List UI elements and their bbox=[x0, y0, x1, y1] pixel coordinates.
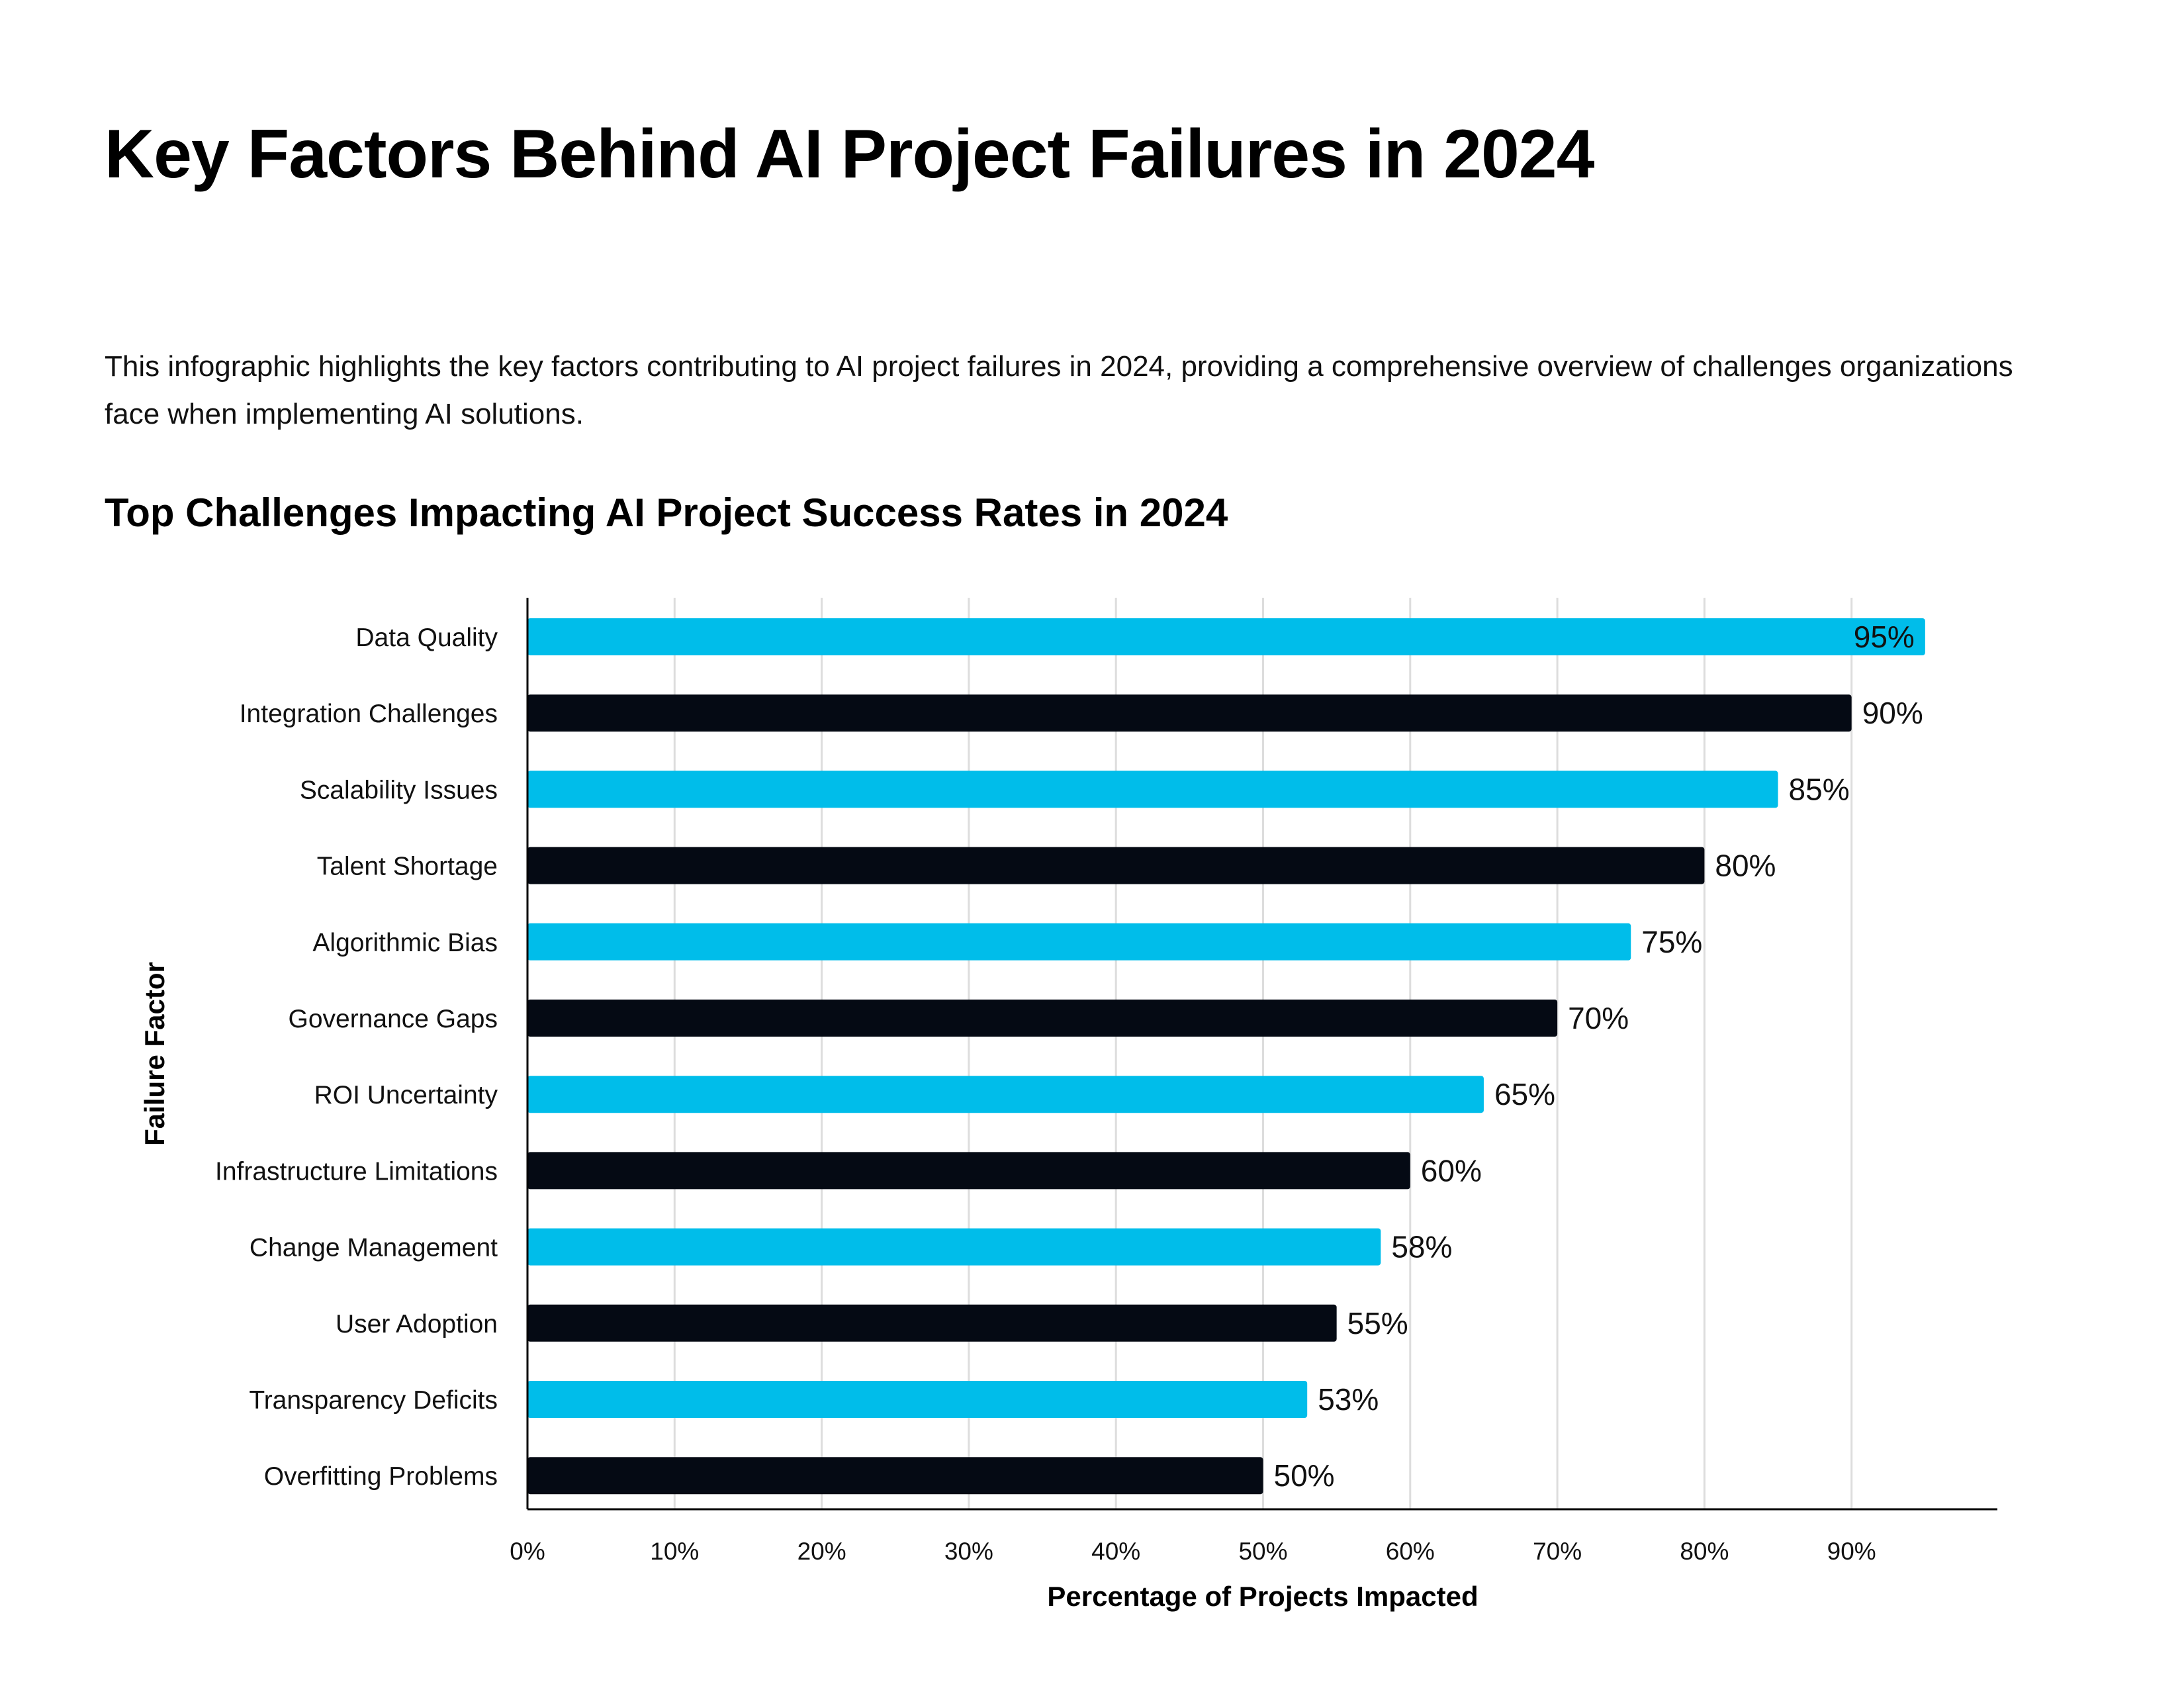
category-labels: Data Quality Integration Challenges Scalab… bbox=[215, 624, 498, 1491]
category-label: User Adoption bbox=[336, 1310, 498, 1338]
category-label: Change Management bbox=[250, 1234, 498, 1262]
bar bbox=[527, 1076, 1484, 1113]
bar bbox=[527, 1152, 1410, 1190]
data-label: 60% bbox=[1421, 1153, 1482, 1188]
page-description: This infographic highlights the key fact… bbox=[105, 350, 2013, 430]
bar bbox=[527, 1228, 1381, 1266]
data-label: 50% bbox=[1274, 1458, 1335, 1493]
category-label: Data Quality bbox=[355, 624, 498, 652]
data-labels: 95% 90% 85% 80% 75% 70% 65% 60% 58% 55% 53% 50% bbox=[1274, 620, 1923, 1493]
bar bbox=[527, 1457, 1263, 1495]
x-axis-title: Percentage of Projects Impacted bbox=[1047, 1581, 1478, 1612]
data-label: 55% bbox=[1347, 1306, 1408, 1340]
page-title: Key Factors Behind AI Project Failures i… bbox=[105, 116, 1594, 193]
category-label: Overfitting Problems bbox=[264, 1462, 498, 1491]
category-label: ROI Uncertainty bbox=[314, 1081, 498, 1109]
bar bbox=[527, 1000, 1558, 1037]
x-tick-label: 50% bbox=[1238, 1538, 1287, 1565]
x-tick-label: 40% bbox=[1091, 1538, 1140, 1565]
category-label: Infrastructure Limitations bbox=[215, 1157, 498, 1186]
x-tick-label: 20% bbox=[797, 1538, 846, 1565]
data-label: 65% bbox=[1494, 1077, 1555, 1111]
category-label: Governance Gaps bbox=[288, 1005, 498, 1033]
category-label: Integration Challenges bbox=[240, 700, 498, 728]
y-axis-title: Failure Factor bbox=[139, 962, 170, 1146]
bar bbox=[527, 1381, 1308, 1418]
category-label: Transparency Deficits bbox=[249, 1386, 498, 1415]
chart-title: Top Challenges Impacting AI Project Succ… bbox=[105, 491, 1228, 535]
bar bbox=[527, 847, 1705, 884]
category-label: Talent Shortage bbox=[317, 853, 498, 881]
data-label: 75% bbox=[1641, 925, 1702, 959]
bar bbox=[527, 694, 1852, 732]
x-tick-label: 30% bbox=[944, 1538, 993, 1565]
bars bbox=[527, 618, 1925, 1495]
data-label: 85% bbox=[1789, 772, 1850, 806]
x-tick-label: 90% bbox=[1827, 1538, 1876, 1565]
x-tick-label: 80% bbox=[1680, 1538, 1729, 1565]
data-label: 53% bbox=[1318, 1382, 1379, 1417]
data-label: 90% bbox=[1862, 696, 1923, 730]
category-label: Scalability Issues bbox=[300, 776, 498, 804]
x-tick-label: 70% bbox=[1533, 1538, 1582, 1565]
data-label: 95% bbox=[1854, 620, 1915, 654]
bar bbox=[527, 618, 1925, 655]
bar bbox=[527, 923, 1631, 961]
x-tick-label: 10% bbox=[650, 1538, 699, 1565]
category-label: Algorithmic Bias bbox=[312, 929, 498, 957]
data-label: 70% bbox=[1568, 1001, 1629, 1035]
bar bbox=[527, 1304, 1337, 1342]
bar bbox=[527, 771, 1778, 808]
x-tick-label: 60% bbox=[1386, 1538, 1435, 1565]
data-label: 58% bbox=[1391, 1230, 1452, 1264]
data-label: 80% bbox=[1715, 849, 1776, 883]
gridlines bbox=[673, 598, 1853, 1509]
x-tick-labels: 0% 10% 20% 30% 40% 50% 60% 70% 80% 90% bbox=[510, 1538, 1876, 1565]
x-tick-label: 0% bbox=[510, 1538, 545, 1565]
